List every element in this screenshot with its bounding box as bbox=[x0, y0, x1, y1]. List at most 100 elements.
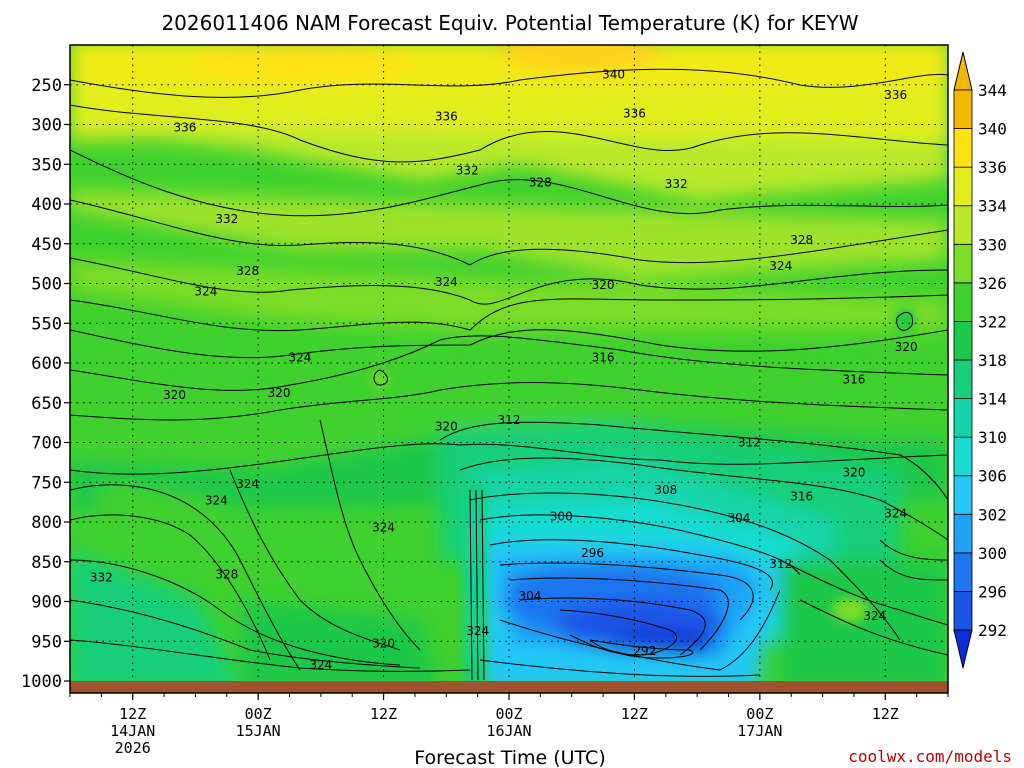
y-tick-label: 700 bbox=[31, 434, 62, 454]
contour-label: 324 bbox=[236, 477, 259, 491]
contour-label: 300 bbox=[550, 509, 573, 523]
colorbar-label: 300 bbox=[978, 544, 1007, 563]
x-tick-label: 00Z bbox=[495, 705, 522, 723]
colorbar-swatch bbox=[953, 243, 973, 284]
colorbar-swatch bbox=[953, 166, 973, 207]
contour-label: 336 bbox=[884, 88, 907, 102]
chart-title: 2026011406 NAM Forecast Equiv. Potential… bbox=[161, 11, 858, 35]
x-tick-label: 12Z bbox=[872, 705, 899, 723]
contour-label: 320 bbox=[435, 420, 458, 434]
contour-label: 304 bbox=[518, 589, 541, 603]
contour-labels: 340 336 336 336 336 332 332 332 328 328 328 324 324 3… bbox=[90, 67, 918, 672]
contour-label: 324 bbox=[372, 521, 395, 535]
colorbar-label: 326 bbox=[978, 274, 1007, 293]
y-tick-label: 350 bbox=[31, 155, 62, 175]
contour-label: 328 bbox=[215, 567, 238, 581]
contour-label: 324 bbox=[309, 658, 332, 672]
y-tick-label: 600 bbox=[31, 354, 62, 374]
contour-label: 332 bbox=[456, 164, 479, 178]
x-tick-label: 12Z bbox=[119, 705, 146, 723]
contour-label: 336 bbox=[623, 106, 646, 120]
contour-label: 320 bbox=[895, 340, 918, 354]
colorbar-swatch bbox=[953, 205, 973, 245]
x-tick-label: 16JAN bbox=[486, 722, 531, 740]
colorbar-swatch bbox=[953, 89, 973, 129]
contour-label: 312 bbox=[769, 557, 792, 571]
x-tick-label: 2026 bbox=[115, 739, 151, 757]
x-tick-label: 17JAN bbox=[737, 722, 782, 740]
colorbar-bottom-arrow bbox=[953, 629, 973, 669]
contour-label: 308 bbox=[654, 483, 677, 497]
colorbar-label: 336 bbox=[978, 158, 1007, 177]
contour-label: 320 bbox=[592, 278, 615, 292]
colorbar-label: 334 bbox=[978, 197, 1007, 216]
y-tick-label: 400 bbox=[31, 195, 62, 215]
contour-label: 324 bbox=[194, 284, 217, 298]
colorbar-swatch bbox=[953, 398, 973, 438]
contour-label: 328 bbox=[236, 264, 259, 278]
colorbar-label: 330 bbox=[978, 235, 1007, 254]
contour-label: 328 bbox=[790, 233, 813, 247]
colorbar-label: 306 bbox=[978, 467, 1007, 486]
colorbar-swatch bbox=[953, 475, 973, 515]
y-axis: 250 300 350 400 450 500 550 600 650 700 750 800 850 9… bbox=[21, 76, 70, 692]
x-tick-label: 12Z bbox=[621, 705, 648, 723]
contour-label: 312 bbox=[738, 436, 761, 450]
x-tick-label: 00Z bbox=[746, 705, 773, 723]
colorbar-label: 292 bbox=[978, 621, 1007, 640]
y-tick-label: 250 bbox=[31, 76, 62, 96]
colorbar-label: 310 bbox=[978, 428, 1007, 447]
y-tick-label: 850 bbox=[31, 553, 62, 573]
contour-label: 332 bbox=[215, 212, 238, 226]
y-tick-label: 450 bbox=[31, 235, 62, 255]
x-tick-label: 12Z bbox=[370, 705, 397, 723]
colorbar-label: 344 bbox=[978, 81, 1007, 100]
contour-label: 336 bbox=[174, 121, 197, 135]
contour-label: 316 bbox=[592, 350, 615, 364]
x-tick-label: 15JAN bbox=[236, 722, 281, 740]
y-tick-label: 650 bbox=[31, 394, 62, 414]
contour-label: 340 bbox=[602, 67, 625, 81]
colorbar-label: 318 bbox=[978, 351, 1007, 370]
colorbar-label: 340 bbox=[978, 120, 1007, 139]
plot-area bbox=[70, 45, 948, 693]
contour-label: 312 bbox=[498, 413, 521, 427]
colorbar-swatch bbox=[953, 552, 973, 592]
contour-label: 324 bbox=[205, 494, 228, 508]
ground-band bbox=[70, 681, 948, 693]
colorbar-swatch bbox=[953, 282, 973, 322]
colorbar-label: 314 bbox=[978, 390, 1007, 409]
contour-label: 320 bbox=[163, 388, 186, 402]
y-tick-label: 950 bbox=[31, 632, 62, 652]
contour-label: 324 bbox=[769, 259, 792, 273]
contour-label: 324 bbox=[435, 275, 458, 289]
x-tick-label: 14JAN bbox=[110, 722, 155, 740]
colorbar-swatch bbox=[953, 513, 973, 554]
y-tick-label: 300 bbox=[31, 116, 62, 136]
contour-label: 324 bbox=[288, 350, 311, 364]
colorbar-swatch bbox=[953, 321, 973, 361]
colorbar-label: 302 bbox=[978, 505, 1007, 524]
contour-label: 320 bbox=[842, 466, 865, 480]
colorbar-swatch bbox=[953, 128, 973, 168]
colorbar-swatch bbox=[953, 359, 973, 399]
colorbar-swatch bbox=[953, 591, 973, 631]
contour-label: 316 bbox=[790, 490, 813, 504]
y-tick-label: 1000 bbox=[21, 672, 62, 692]
x-axis-label: Forecast Time (UTC) bbox=[414, 747, 605, 768]
contour-label: 324 bbox=[466, 624, 489, 638]
contour-label: 304 bbox=[727, 511, 750, 525]
contour-label: 316 bbox=[842, 373, 865, 387]
contour-label: 320 bbox=[268, 386, 291, 400]
contour-label: 328 bbox=[529, 176, 552, 190]
x-tick-label: 00Z bbox=[245, 705, 272, 723]
y-tick-label: 800 bbox=[31, 513, 62, 533]
credit-text: coolwx.com/models bbox=[848, 747, 1012, 766]
colorbar-top-arrow bbox=[953, 51, 973, 91]
contour-label: 332 bbox=[90, 571, 113, 585]
colorbar-label: 296 bbox=[978, 582, 1007, 601]
colorbar-swatch bbox=[953, 436, 973, 477]
y-tick-label: 900 bbox=[31, 593, 62, 613]
